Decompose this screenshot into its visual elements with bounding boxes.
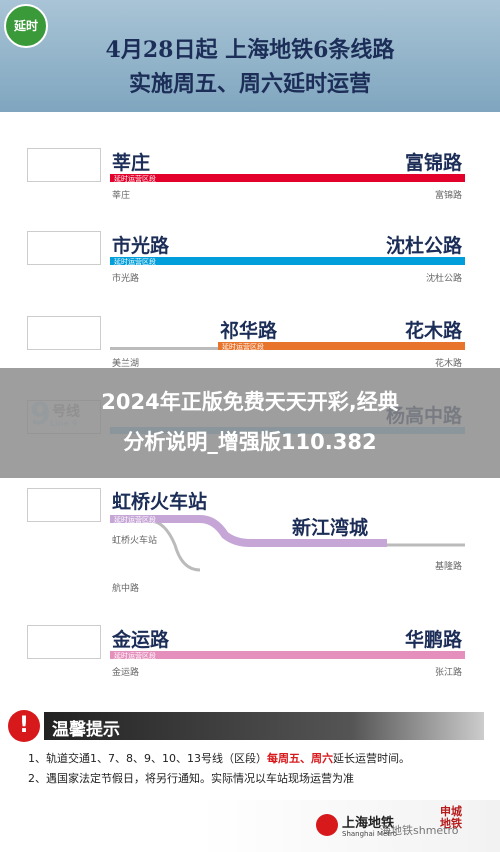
badge: 延时 <box>4 4 48 48</box>
station: 市光路 <box>112 235 170 257</box>
station-small: 基隆路 <box>434 562 462 572</box>
brand: 申城地铁 <box>440 805 462 830</box>
station-small: 金运路 <box>112 668 140 678</box>
station: 虹桥火车站 <box>112 491 208 513</box>
header <box>0 0 500 112</box>
overlay-band <box>0 368 500 478</box>
station-small: 虹桥火车站 <box>112 536 158 546</box>
track <box>110 515 387 547</box>
logo-text: 上海地铁 <box>342 816 395 831</box>
station-small: 美兰湖 <box>112 359 140 369</box>
watermark: 海地铁shmetro <box>380 824 459 837</box>
station: 华鹏路 <box>404 629 462 651</box>
alert-icon: ! <box>8 710 40 742</box>
title: 实施周五、周六延时运营 <box>128 71 371 97</box>
station-small: 沈杜公路 <box>425 274 462 284</box>
text: 延长运营时间。 <box>333 752 410 765</box>
track <box>110 174 465 182</box>
track <box>110 651 465 659</box>
logo-en: Shanghai Metro <box>342 830 398 838</box>
station-small: 市光路 <box>112 274 140 284</box>
station-small: 航中路 <box>112 584 140 594</box>
segment-label: 延时运营区段 <box>114 258 156 266</box>
station: 金运路 <box>112 629 170 651</box>
station: 祁华路 <box>220 320 278 342</box>
line-badge <box>27 625 101 659</box>
notice-item: 2、遇国家法定节假日，将另行通知。实际情况以车站现场运营为准 <box>28 770 354 786</box>
track <box>218 342 465 350</box>
metro-logo <box>316 814 338 836</box>
station-small: 张江路 <box>434 668 462 678</box>
segment-label: 延时运营区段 <box>114 516 156 524</box>
segment-label: 延时运营区段 <box>114 175 156 183</box>
line-badge <box>27 148 101 182</box>
station-small: 富锦路 <box>434 191 462 201</box>
overlay-text: 分析说明_增强版110.382 <box>123 430 377 454</box>
station-small: 莘庄 <box>112 191 131 201</box>
station: 新江湾城 <box>292 517 369 539</box>
overlay-text: 2024年正版免费天天开彩,经典 <box>101 390 399 414</box>
notice-bar <box>44 712 484 740</box>
notice-item: 1、轨道交通1、7、8、9、10、13号线（区段）每周五、周六延长运营时间。 <box>28 750 410 766</box>
title: 4月28日起 上海地铁6条线路 <box>105 37 395 63</box>
notice-title: 温馨提示 <box>52 720 120 740</box>
line-badge <box>27 316 101 350</box>
line-badge <box>27 231 101 265</box>
line-badge <box>27 488 101 522</box>
station: 莘庄 <box>112 152 151 174</box>
text: 1、轨道交通1、7、8、9、10、13号线（区段） <box>28 752 267 765</box>
station: 花木路 <box>404 320 462 342</box>
track <box>110 257 465 265</box>
segment-label: 延时运营区段 <box>114 652 156 660</box>
station: 沈杜公路 <box>385 235 462 257</box>
text: 2、遇国家法定节假日，将另行通知。实际情况以车站现场运营为准 <box>28 772 354 785</box>
segment-label: 延时运营区段 <box>222 343 264 351</box>
footer <box>0 800 500 852</box>
station: 富锦路 <box>404 152 462 174</box>
station-small: 花木路 <box>434 359 462 369</box>
highlight: 每周五、周六 <box>267 752 333 765</box>
